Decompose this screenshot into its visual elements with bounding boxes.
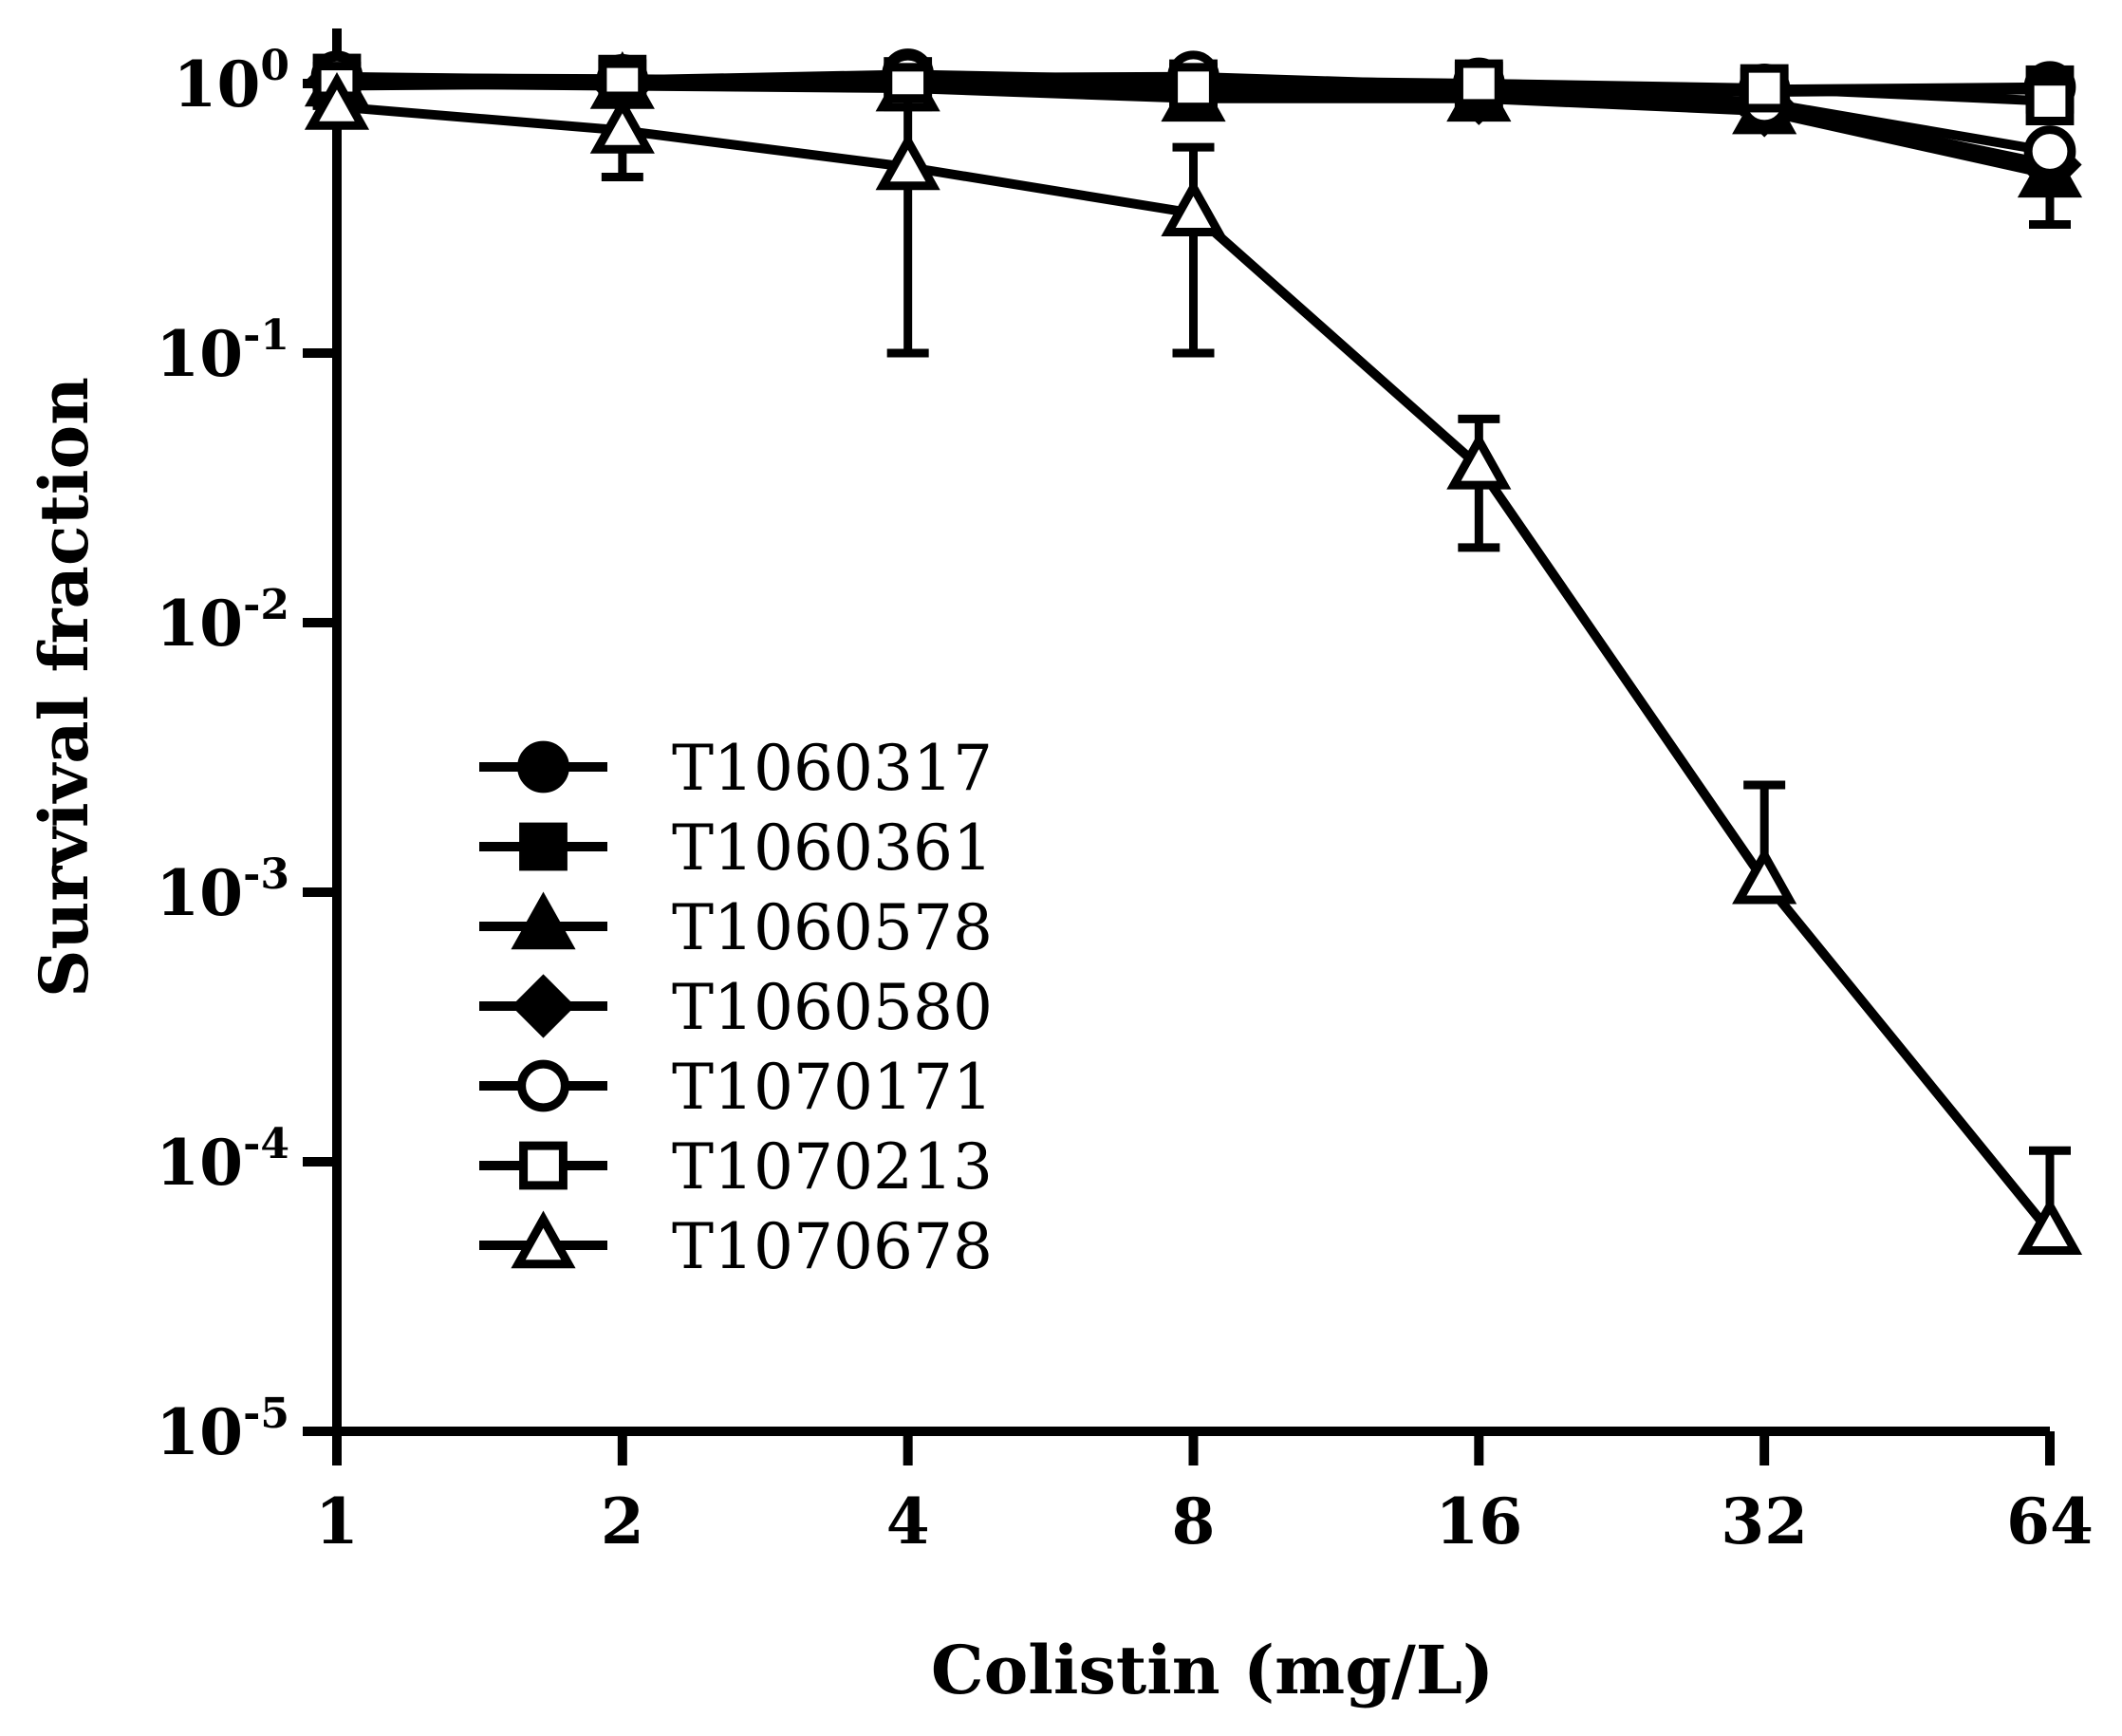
y-tick-label: 10-2 (156, 581, 289, 661)
data-point (2025, 77, 2075, 126)
legend-label: T1070678 (672, 1210, 993, 1283)
legend-label: T1070213 (672, 1130, 993, 1204)
legend-marker (519, 1141, 568, 1190)
x-tick-label: 1 (315, 1484, 359, 1559)
data-point (2023, 125, 2076, 177)
data-point (875, 132, 940, 191)
data-point (1732, 846, 1797, 905)
x-axis-title: Colistin (mg/L) (931, 1631, 1494, 1709)
legend-label: T1060580 (672, 971, 993, 1044)
data-point (304, 71, 370, 130)
x-tick-label: 16 (1435, 1484, 1522, 1559)
legend-item: T1060361 (479, 812, 993, 885)
legend-item: T1060317 (479, 732, 993, 805)
legend: T1060317T1060361T1060578T1060580T1070171… (479, 732, 993, 1283)
legend-marker (517, 1059, 569, 1112)
series-T1070678 (304, 71, 2083, 1256)
data-point (1454, 59, 1503, 108)
legend-label: T1070171 (672, 1051, 993, 1124)
legend-item: T1060580 (479, 971, 993, 1044)
legend-item: T1070213 (479, 1130, 993, 1204)
legend-label: T1060317 (672, 732, 993, 805)
legend-marker (517, 740, 569, 793)
legend-label: T1060361 (672, 812, 993, 885)
data-point (1740, 64, 1789, 113)
legend-marker (511, 974, 576, 1038)
data-point (1446, 431, 1512, 490)
data-point (598, 59, 647, 108)
y-tick-label: 100 (174, 42, 289, 121)
y-tick-label: 10-3 (156, 850, 289, 930)
x-tick-label: 32 (1721, 1484, 1808, 1559)
y-tick-label: 10-1 (156, 311, 289, 391)
legend-marker (519, 822, 568, 871)
x-tick-label: 2 (601, 1484, 644, 1559)
legend-item: T1070171 (479, 1051, 993, 1124)
data-point (2017, 1197, 2083, 1256)
x-tick-label: 64 (2006, 1484, 2094, 1559)
y-tick-label: 10-5 (156, 1390, 289, 1469)
plot-area (304, 48, 2083, 1256)
data-point (1161, 178, 1226, 237)
legend-marker (511, 891, 576, 950)
x-tick-label: 8 (1172, 1484, 1216, 1559)
axes: 100 10-1 10-2 10-3 10-4 10-5 1 2 4 8 16 32 64 Colisti… (25, 28, 2094, 1709)
data-point (1169, 63, 1218, 112)
legend-item: T1060578 (479, 891, 993, 964)
y-tick-label: 10-4 (156, 1120, 289, 1200)
x-tick-label: 4 (886, 1484, 930, 1559)
data-point (589, 95, 655, 154)
legend-item: T1070678 (479, 1210, 993, 1283)
legend-marker (511, 1210, 576, 1269)
legend-label: T1060578 (672, 891, 993, 964)
y-axis-title: Survival fraction (25, 377, 103, 998)
